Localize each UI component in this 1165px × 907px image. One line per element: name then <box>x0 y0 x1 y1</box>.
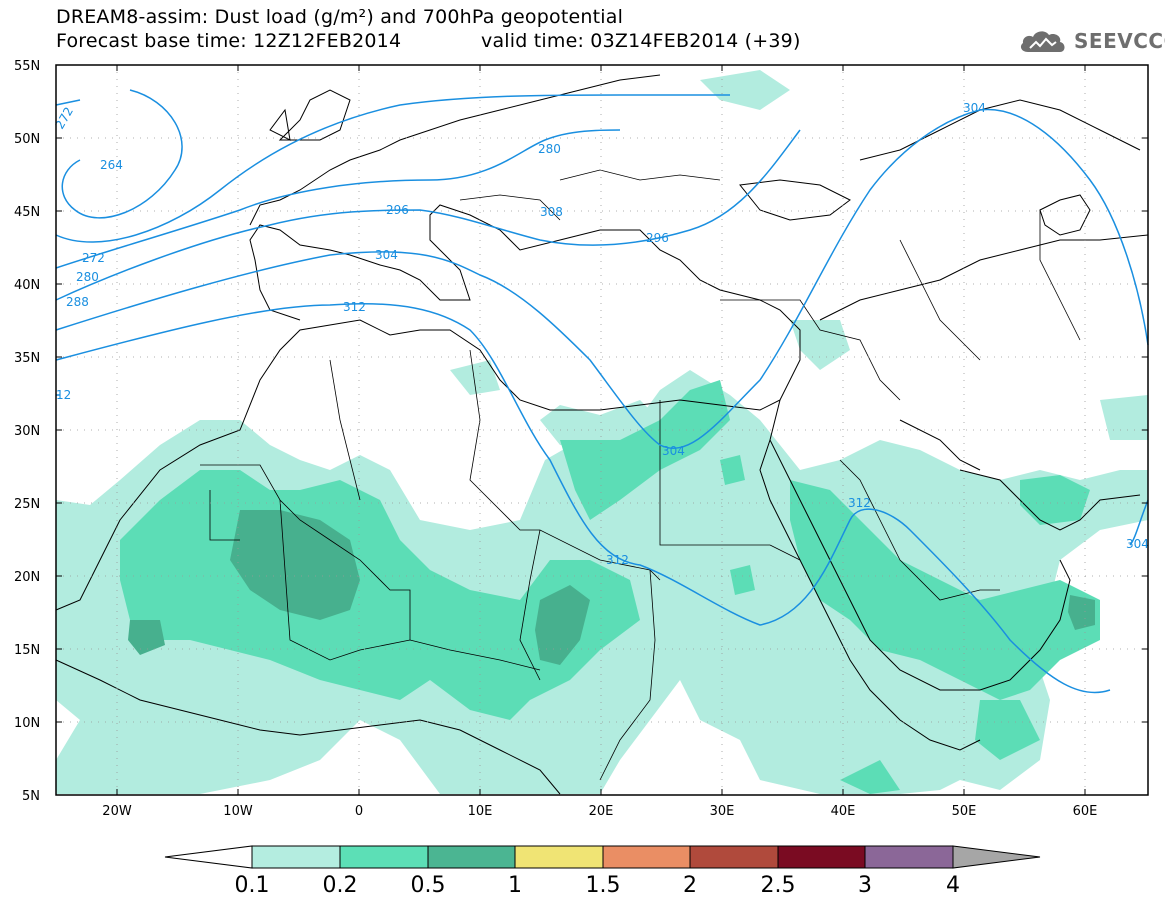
contour-label-12: 12 <box>56 388 71 402</box>
lon-label: 60E <box>1073 804 1098 819</box>
contour-label-280-a: 280 <box>76 270 99 284</box>
contour-label-312-b: 312 <box>848 496 871 510</box>
geopotential-contours <box>55 89 1149 694</box>
colorbar-label: 4 <box>946 873 960 898</box>
dust-shading-dark <box>128 510 1095 665</box>
graticule <box>56 65 1148 795</box>
lon-label: 10W <box>223 804 253 819</box>
lat-label: 30N <box>14 424 40 439</box>
colorbar-swatch <box>864 845 954 869</box>
contour-label-312-a: 312 <box>343 300 366 314</box>
lat-label: 20N <box>14 570 40 585</box>
colorbar: 0.1 0.2 0.5 1 1.5 2 2.5 3 4 <box>164 845 1041 898</box>
lat-label: 10N <box>14 716 40 731</box>
lat-label: 50N <box>14 132 40 147</box>
colorbar-label: 2.5 <box>761 873 796 898</box>
contour-label-272-b: 272 <box>82 251 105 265</box>
contour-label-288: 288 <box>66 295 89 309</box>
lon-label: 40E <box>831 804 856 819</box>
colorbar-label: 1 <box>508 873 522 898</box>
seevccc-logo: SEEVCCC <box>1018 26 1165 58</box>
lon-label: 30E <box>710 804 735 819</box>
colorbar-min-arrow <box>164 845 253 869</box>
lon-label: 0 <box>355 804 363 819</box>
colorbar-label: 2 <box>683 873 697 898</box>
axis-ticks <box>56 65 1148 795</box>
colorbar-swatch <box>602 845 691 869</box>
contour-label-296-b: 296 <box>646 231 669 245</box>
contour-label-264: 264 <box>100 158 123 172</box>
contour-label-312-c: 312 <box>606 553 629 567</box>
colorbar-label: 1.5 <box>586 873 621 898</box>
lon-label: 20E <box>589 804 614 819</box>
contour-label-304-c: 304 <box>662 444 685 458</box>
colorbar-swatch <box>339 845 429 869</box>
lon-label: 10E <box>468 804 493 819</box>
colorbar-swatch <box>514 845 604 869</box>
logo-text: SEEVCCC <box>1074 29 1165 53</box>
lon-label: 20W <box>102 804 132 819</box>
cloud-logo-icon <box>1020 31 1065 52</box>
lat-label: 35N <box>14 351 40 366</box>
lat-label: 5N <box>22 789 40 804</box>
colorbar-label: 0.5 <box>411 873 446 898</box>
colorbar-label: 3 <box>858 873 872 898</box>
contour-label-280-b: 280 <box>538 142 561 156</box>
forecast-time-line: Forecast base time: 12Z12FEB2014 valid ti… <box>56 30 800 52</box>
longitude-labels: 20W 10W 0 10E 20E 30E 40E 50E 60E <box>102 804 1097 819</box>
latitude-labels: 55N 50N 45N 40N 35N 30N 25N 20N 15N 10N … <box>14 59 40 804</box>
lon-label: 50E <box>952 804 977 819</box>
lat-label: 25N <box>14 497 40 512</box>
base-time: Forecast base time: 12Z12FEB2014 <box>56 30 402 52</box>
colorbar-label: 0.2 <box>323 873 358 898</box>
contour-label-304-d: 304 <box>1126 537 1149 551</box>
colorbar-label: 0.1 <box>235 873 270 898</box>
valid-time: valid time: 03Z14FEB2014 (+39) <box>481 30 801 52</box>
contour-label-308: 308 <box>540 205 563 219</box>
colorbar-swatch <box>251 845 341 869</box>
coastlines <box>55 74 1149 795</box>
colorbar-swatch <box>427 845 516 869</box>
lat-label: 45N <box>14 205 40 220</box>
colorbar-swatch <box>777 845 866 869</box>
contour-label-296-a: 296 <box>386 203 409 217</box>
colorbar-swatch <box>689 845 779 869</box>
lat-label: 40N <box>14 278 40 293</box>
colorbar-max-arrow <box>952 845 1041 869</box>
lat-label: 15N <box>14 643 40 658</box>
lat-label: 55N <box>14 59 40 74</box>
map-title: DREAM8-assim: Dust load (g/m²) and 700hP… <box>56 6 624 28</box>
contour-label-304-b: 304 <box>963 101 986 115</box>
country-borders <box>200 169 1081 781</box>
contour-label-304-a: 304 <box>375 248 398 262</box>
